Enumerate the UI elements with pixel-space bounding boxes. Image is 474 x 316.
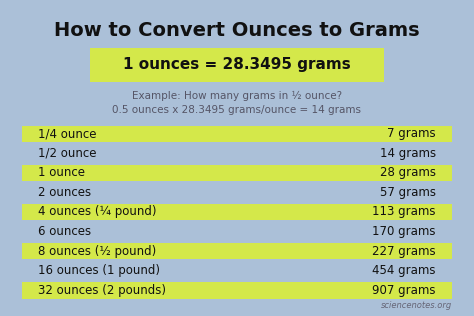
FancyBboxPatch shape	[22, 204, 452, 220]
Text: 7 grams: 7 grams	[387, 127, 436, 140]
FancyBboxPatch shape	[22, 282, 452, 299]
FancyBboxPatch shape	[22, 145, 452, 161]
Text: 113 grams: 113 grams	[373, 205, 436, 218]
Text: 454 grams: 454 grams	[373, 264, 436, 277]
Text: 2 ounces: 2 ounces	[38, 186, 91, 199]
Text: sciencenotes.org: sciencenotes.org	[381, 301, 452, 310]
Text: 14 grams: 14 grams	[380, 147, 436, 160]
Text: 8 ounces (½ pound): 8 ounces (½ pound)	[38, 245, 156, 258]
Text: Example: How many grams in ½ ounce?: Example: How many grams in ½ ounce?	[132, 91, 342, 101]
FancyBboxPatch shape	[22, 165, 452, 181]
Text: 170 grams: 170 grams	[373, 225, 436, 238]
FancyBboxPatch shape	[22, 125, 452, 142]
FancyBboxPatch shape	[22, 243, 452, 259]
Text: 57 grams: 57 grams	[380, 186, 436, 199]
Text: 1 ounces = 28.3495 grams: 1 ounces = 28.3495 grams	[123, 58, 351, 72]
Text: 4 ounces (¼ pound): 4 ounces (¼ pound)	[38, 205, 156, 218]
FancyBboxPatch shape	[22, 223, 452, 240]
Text: 32 ounces (2 pounds): 32 ounces (2 pounds)	[38, 284, 166, 297]
Text: 6 ounces: 6 ounces	[38, 225, 91, 238]
Text: 1 ounce: 1 ounce	[38, 167, 85, 179]
Text: 227 grams: 227 grams	[373, 245, 436, 258]
FancyBboxPatch shape	[22, 262, 452, 279]
Text: 0.5 ounces x 28.3495 grams/ounce = 14 grams: 0.5 ounces x 28.3495 grams/ounce = 14 gr…	[112, 105, 362, 115]
FancyBboxPatch shape	[90, 48, 384, 82]
Text: 16 ounces (1 pound): 16 ounces (1 pound)	[38, 264, 160, 277]
Text: 28 grams: 28 grams	[380, 167, 436, 179]
FancyBboxPatch shape	[22, 184, 452, 201]
Text: 907 grams: 907 grams	[373, 284, 436, 297]
Text: How to Convert Ounces to Grams: How to Convert Ounces to Grams	[54, 21, 420, 40]
Text: 1/2 ounce: 1/2 ounce	[38, 147, 97, 160]
Text: 1/4 ounce: 1/4 ounce	[38, 127, 97, 140]
